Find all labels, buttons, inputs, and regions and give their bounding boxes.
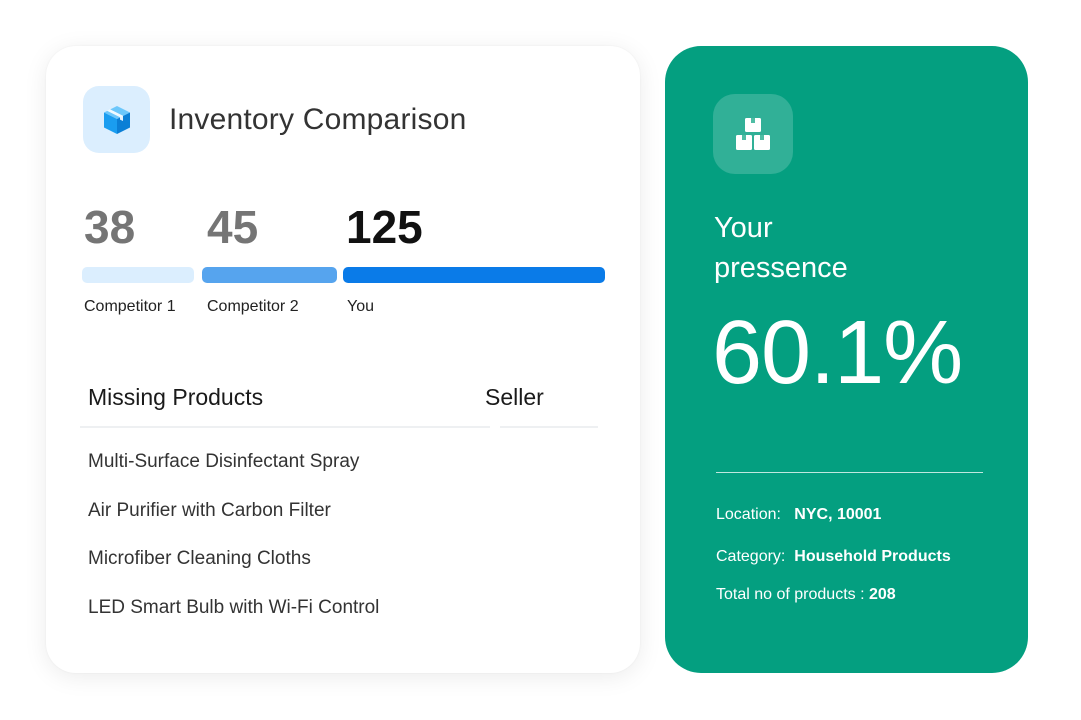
total-products-label: Total no of products : [716,586,865,603]
competitor-1-count: 38 [84,201,136,253]
competitor-1-bar [82,267,194,283]
presence-title-line-2: pressence [714,252,848,284]
competitor-2-bar [202,267,337,283]
competitor-1-label: Competitor 1 [84,298,176,315]
table-row: Multi-Surface Disinfectant Spray [88,451,360,472]
total-products-value: 208 [868,586,896,603]
seller-header: Seller [485,384,544,410]
missing-products-header: Missing Products [88,384,264,410]
you-label: You [347,298,374,315]
you-bar [343,267,605,283]
presence-divider [716,472,983,473]
category-label: Category: [716,548,786,565]
location-value: NYC, 10001 [794,506,882,523]
table-row: Air Purifier with Carbon Filter [88,500,331,521]
competitor-2-label: Competitor 2 [207,298,299,315]
total-products-info: Total no of products : 208 [716,586,896,604]
presence-title: Your pressence [714,208,848,288]
card-title: Inventory Comparison [169,103,467,136]
location-label: Location: [716,506,781,523]
presence-percent: 60.1% [712,303,963,403]
presence-card: Your pressence 60.1% Location: NYC, 1000… [665,46,1028,673]
inventory-comparison-card: Inventory Comparison 38 45 125 Competito… [46,46,640,673]
box-icon [83,86,150,153]
table-row: Microfiber Cleaning Cloths [88,548,311,569]
table-divider [500,426,598,428]
presence-title-line-1: Your [714,212,773,244]
you-count: 125 [346,201,423,253]
boxes-icon [713,94,793,174]
table-row: LED Smart Bulb with Wi-Fi Control [88,597,380,618]
location-info: Location: NYC, 10001 [716,506,881,524]
category-info: Category: Household Products [716,548,951,566]
category-value: Household Products [794,548,951,565]
table-divider [80,426,490,428]
competitor-2-count: 45 [207,201,259,253]
